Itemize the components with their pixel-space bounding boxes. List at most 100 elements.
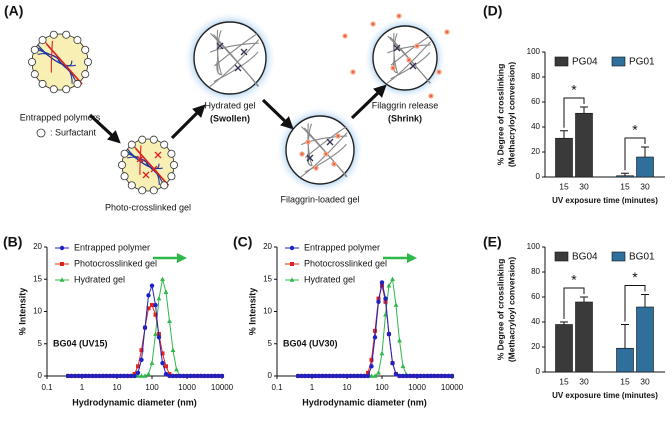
x-tick-label: 1000 [178,383,196,392]
legend-swatch [611,251,626,262]
crosslink [142,171,150,179]
polymer-chain [300,135,348,146]
diagram-label: : Surfactant [50,127,97,137]
filaggrin-core [301,153,303,155]
point [139,357,144,363]
filaggrin-core [416,45,418,47]
y-tick-label: 80 [531,72,540,81]
point [393,302,399,307]
point [167,373,172,379]
filaggrin-core [325,153,327,155]
polymer-chain [217,30,222,73]
point [362,373,367,379]
point [121,373,127,379]
x-tick-label: 1000 [408,383,426,392]
error-bar [641,294,649,307]
process-arrow [261,98,294,130]
point [432,373,437,379]
surfactant [49,85,58,94]
point [376,370,381,375]
point [79,373,85,379]
point [139,348,144,353]
legend-label: Hydrated gel [304,274,355,284]
y-axis-label: (Methacryloyl conversion) [506,62,516,168]
point [142,373,148,378]
filaggrin-core [344,35,346,37]
legend-label: Photocrosslinked gel [304,258,387,268]
panel-label: (C) [233,234,252,250]
diagram-label: (Swollen) [210,113,250,123]
filaggrin-core [446,31,448,33]
point [146,293,151,298]
point [93,373,99,379]
legend-marker [60,262,64,266]
point [435,373,441,379]
point [132,373,137,379]
point [386,283,392,288]
point [156,335,162,340]
point [411,373,416,379]
point [320,373,325,379]
surfactant [149,135,158,144]
point [83,373,88,379]
filaggrin-core [315,167,317,169]
surfactant [167,149,176,158]
y-tick-label: 100 [527,47,541,56]
surfactant [167,172,176,181]
significance-bracket [624,137,646,171]
point [383,296,388,301]
point [100,373,106,379]
point [149,283,155,288]
point [90,373,95,379]
point [323,373,329,379]
point [202,373,207,379]
point [400,363,406,369]
point [376,296,381,301]
point [369,357,374,362]
point [313,373,318,379]
crosslink [409,62,417,70]
polymer-chain [209,39,260,87]
y-tick-label: 60 [531,97,540,106]
point [330,373,336,379]
point [407,373,413,379]
point [128,373,134,379]
error-bar [641,146,649,157]
point [146,306,151,311]
surfactant [84,58,93,67]
process-arrow [170,104,206,140]
x-tick-label: 100 [145,383,159,392]
point [418,373,423,379]
legend-label: BG01 [629,252,655,263]
point [358,373,364,379]
bar [555,324,573,373]
y-tick-label: 10 [263,307,272,316]
legend-marker [290,262,294,266]
point [153,331,158,336]
significance-label: * [632,269,638,285]
filaggrin-core [408,59,410,61]
polymer-chain [127,151,160,170]
y-tick-label: 100 [527,242,541,251]
surfactant [160,140,169,149]
surfactant [127,140,136,149]
point [170,347,176,352]
point [146,371,151,376]
polymer-chain [301,126,348,177]
point [334,373,339,379]
point [212,373,218,379]
y-tick-label: 20 [531,147,540,156]
y-tick-label: 20 [33,242,42,251]
panel-label: (B) [3,234,22,250]
x-tick-label: 1 [80,383,85,392]
diagram-label: Filaggrin release [372,100,439,110]
polymer-chain [139,145,142,175]
legend-marker [289,277,295,282]
crosslink [240,48,248,56]
y-tick-label: 10 [33,307,42,316]
point [69,373,74,379]
filaggrin-core [352,71,354,73]
point [198,373,204,379]
legend-marker [289,245,295,251]
annotation: BG04 (UV30) [283,338,338,348]
